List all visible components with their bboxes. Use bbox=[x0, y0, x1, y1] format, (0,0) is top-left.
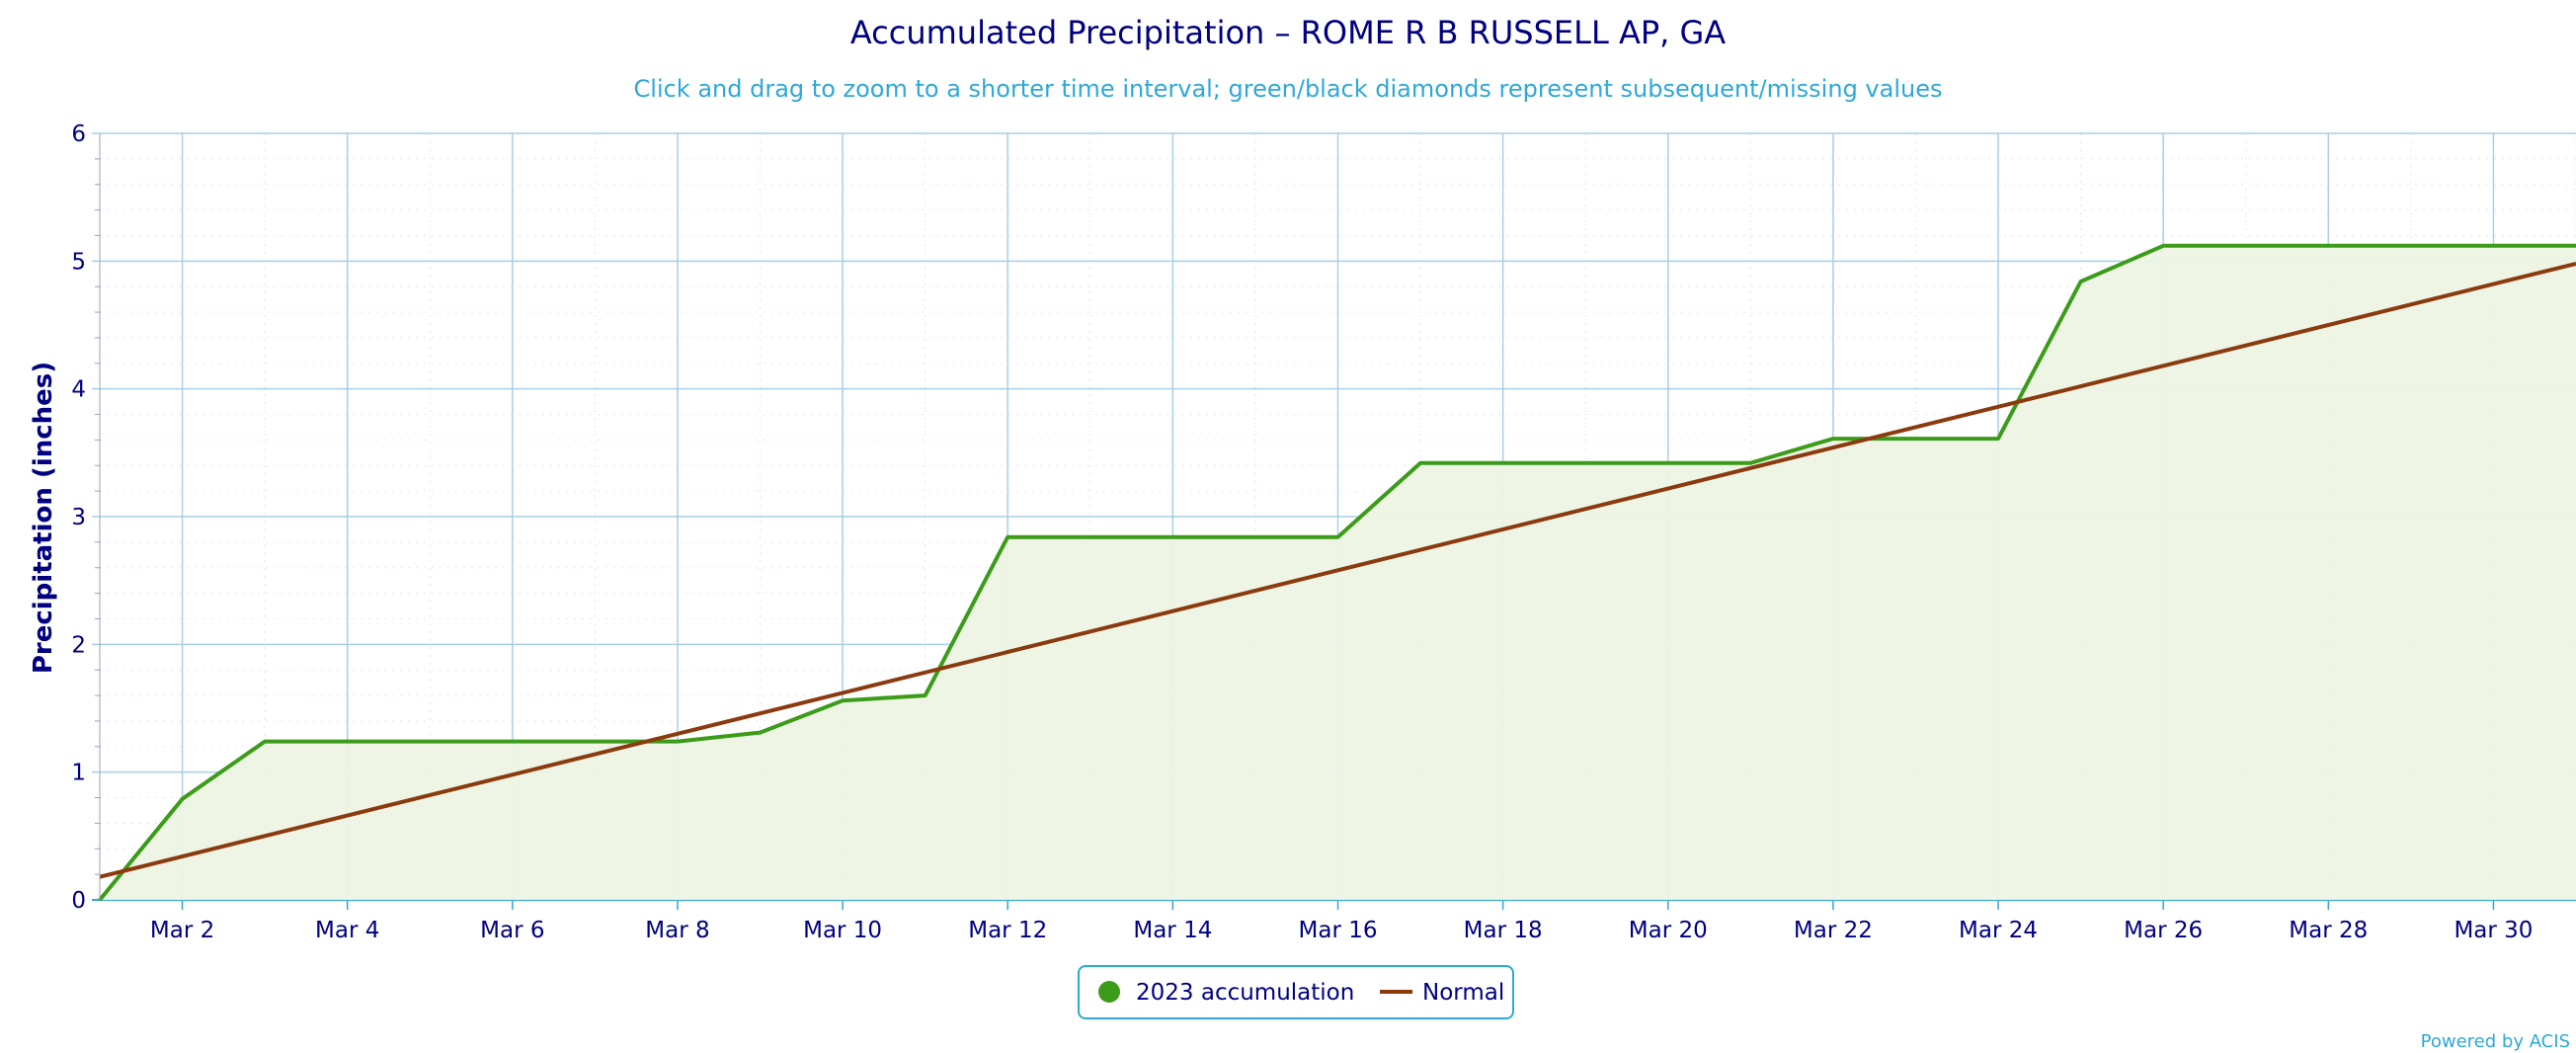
y-tick-label: 0 bbox=[71, 888, 86, 914]
x-tick-label: Mar 20 bbox=[1629, 918, 1708, 943]
legend-item-accumulation[interactable]: 2023 accumulation bbox=[1098, 980, 1354, 1006]
x-tick-label: Mar 14 bbox=[1133, 918, 1212, 943]
legend[interactable]: 2023 accumulation Normal bbox=[1078, 965, 1514, 1019]
legend-box bbox=[1078, 965, 1514, 1019]
y-tick-label: 1 bbox=[71, 761, 86, 786]
chart-subtitle: Click and drag to zoom to a shorter time… bbox=[634, 75, 1943, 103]
y-axis-label: Precipitation (inches) bbox=[29, 362, 58, 674]
x-tick-label: Mar 16 bbox=[1299, 918, 1378, 943]
y-tick-label: 4 bbox=[71, 377, 86, 403]
y-tick-label: 3 bbox=[71, 505, 86, 530]
x-tick-label: Mar 2 bbox=[150, 918, 214, 943]
credit-link[interactable]: Powered by ACIS bbox=[2421, 1031, 2570, 1052]
x-tick-label: Mar 26 bbox=[2124, 918, 2203, 943]
accumulation-line bbox=[98, 243, 2576, 902]
chart-title: Accumulated Precipitation – ROME R B RUS… bbox=[850, 14, 1726, 51]
y-tick-label: 6 bbox=[71, 122, 86, 147]
x-tick-label: Mar 18 bbox=[1464, 918, 1543, 943]
y-tick-label: 5 bbox=[71, 249, 86, 275]
x-tick-label: Mar 8 bbox=[645, 918, 709, 943]
y-tick-label: 2 bbox=[71, 632, 86, 658]
y-axis-ticks: 0 1 2 3 4 5 6 bbox=[71, 122, 86, 914]
x-axis-ticks: Mar 2 Mar 4 Mar 6 Mar 8 Mar 10 Mar 12 Mar 14 Ma… bbox=[150, 918, 2534, 943]
x-tick-label: Mar 22 bbox=[1794, 918, 1873, 943]
normal-line bbox=[99, 261, 2576, 879]
legend-accumulation-label: 2023 accumulation bbox=[1136, 980, 1354, 1006]
x-tick-label: Mar 4 bbox=[315, 918, 379, 943]
x-tick-label: Mar 28 bbox=[2289, 918, 2368, 943]
x-tick-label: Mar 12 bbox=[968, 918, 1047, 943]
legend-normal-label: Normal bbox=[1422, 980, 1504, 1006]
accumulation-area bbox=[100, 245, 2576, 901]
x-tick-label: Mar 10 bbox=[803, 918, 882, 943]
x-tick-label: Mar 30 bbox=[2454, 918, 2533, 943]
legend-accumulation-marker bbox=[1098, 981, 1120, 1003]
axes bbox=[99, 133, 2495, 910]
series-layer[interactable] bbox=[98, 243, 2576, 902]
x-tick-label: Mar 6 bbox=[480, 918, 544, 943]
x-tick-label: Mar 24 bbox=[1959, 918, 2038, 943]
legend-item-normal[interactable]: Normal bbox=[1380, 980, 1504, 1006]
